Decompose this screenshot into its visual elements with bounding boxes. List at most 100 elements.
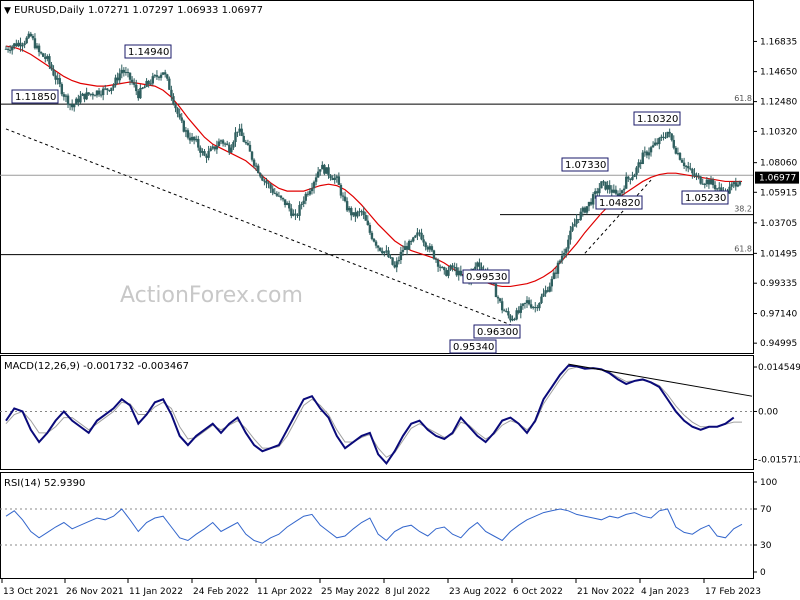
candle-body [370, 232, 374, 239]
price-label-box [124, 44, 172, 59]
candle-body [399, 251, 403, 261]
candle-body [118, 73, 121, 81]
candle-body [188, 137, 192, 141]
candle-body [715, 188, 719, 190]
candle-body [168, 78, 171, 90]
candle-body [480, 266, 483, 271]
candle-body [42, 53, 45, 57]
candle-body [21, 45, 24, 47]
x-tick-label: 11 Jan 2022 [129, 587, 183, 597]
candle-body [335, 176, 338, 178]
candle-body [108, 90, 111, 92]
candle-body [598, 188, 601, 194]
candle-body [379, 247, 382, 251]
candle-body [312, 181, 316, 189]
macd-tick-label: -0.015712 [758, 455, 800, 465]
candle-body [511, 318, 514, 321]
candle-body [25, 37, 28, 44]
x-tick-label: 23 Aug 2022 [449, 587, 507, 597]
watermark: ActionForex.com [120, 283, 303, 308]
candle-body [401, 250, 405, 252]
candle-body [393, 264, 396, 268]
rsi-pane-frame [0, 472, 754, 579]
x-tick-label: 4 Jan 2023 [641, 587, 689, 597]
candle-body [174, 103, 177, 109]
candle-body [672, 139, 675, 148]
candle-body [292, 213, 295, 216]
price-tick-label: 1.08060 [760, 159, 797, 169]
candle-body [565, 248, 568, 253]
candle-body [687, 166, 690, 169]
candle-body [494, 283, 498, 298]
price-label: 1.07330 [565, 160, 606, 171]
candle-body [676, 152, 680, 154]
candle-body [639, 162, 642, 165]
price-label: 0.99530 [466, 272, 507, 283]
candle-body [656, 142, 659, 145]
candle-body [523, 302, 527, 304]
candle-body [290, 208, 293, 216]
candle-body [159, 74, 163, 78]
candle-body [684, 166, 688, 168]
candle-body [410, 240, 413, 242]
candle-body [120, 69, 123, 74]
candle-body [114, 77, 117, 86]
candle-body [581, 207, 585, 212]
candle-body [246, 143, 250, 145]
macd-trendline [568, 363, 753, 397]
candle-body [77, 98, 80, 103]
price-tick-label: 0.99335 [760, 279, 797, 289]
candle-body [155, 75, 159, 77]
rsi-pane: 100 70 30 0 [0, 478, 777, 578]
candle-body [358, 211, 361, 213]
candle-body [647, 152, 651, 156]
candle-body [513, 318, 516, 320]
candle-body [95, 90, 99, 96]
candle-body [11, 46, 14, 51]
rsi-tick-label: 70 [760, 505, 772, 515]
candle-body [46, 56, 49, 59]
candle-body [15, 43, 18, 47]
candle-body [110, 87, 113, 91]
candle-body [445, 270, 448, 276]
candle-body [316, 171, 320, 178]
candle-body [738, 181, 742, 185]
candle-body [519, 305, 522, 313]
candle-body [153, 75, 157, 77]
price-pane-frame [0, 0, 754, 354]
candle-body [104, 88, 107, 90]
candle-body [407, 240, 411, 250]
candle-body [89, 93, 92, 95]
price-label: 0.96300 [477, 327, 518, 338]
candle-body [664, 137, 667, 139]
price-candles [4, 31, 742, 323]
rsi-tick-label: 0 [760, 568, 766, 578]
candle-body [213, 146, 217, 150]
candle-body [54, 75, 57, 80]
candle-body [620, 190, 624, 194]
candle-body [50, 64, 53, 70]
candle-body [62, 94, 66, 97]
candle-body [319, 169, 322, 172]
candle-body [405, 246, 409, 250]
candle-body [395, 261, 398, 268]
candle-body [614, 189, 618, 194]
candle-body [261, 176, 264, 181]
candle-body [707, 179, 711, 185]
candle-body [416, 232, 419, 236]
candle-body [709, 179, 713, 185]
candle-body [403, 246, 407, 251]
candle-body [701, 183, 704, 185]
candle-body [362, 211, 365, 215]
candle-body [143, 86, 146, 89]
candle-body [612, 189, 616, 193]
candle-body [345, 201, 349, 211]
candle-body [139, 87, 142, 99]
candle-body [602, 181, 605, 183]
candle-body [275, 193, 279, 196]
x-tick-label: 6 Oct 2022 [513, 587, 563, 597]
candle-body [29, 33, 33, 37]
candle-body [546, 290, 549, 292]
candle-body [250, 151, 254, 160]
